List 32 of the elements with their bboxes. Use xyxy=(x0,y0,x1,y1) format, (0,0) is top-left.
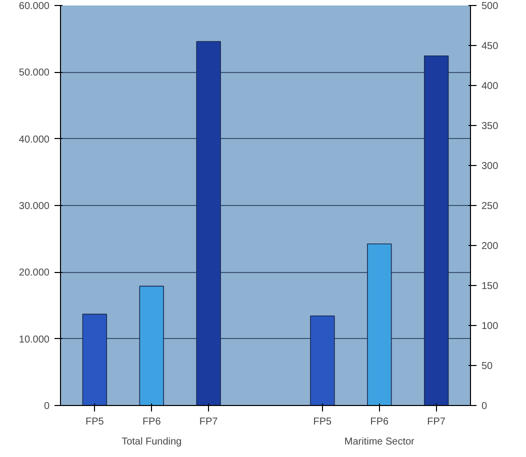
y-tick-label: 10.000 xyxy=(18,334,50,346)
y2-tick-label: 300 xyxy=(482,161,499,172)
bar xyxy=(82,314,108,406)
y2-tick-label: 450 xyxy=(482,41,499,52)
x-tick-label: FP6 xyxy=(142,416,162,428)
x-tick-label: FP5 xyxy=(85,416,104,428)
y-tick-label: 40.000 xyxy=(18,134,50,146)
bar xyxy=(139,286,164,406)
bar xyxy=(196,41,221,406)
bar xyxy=(424,56,449,406)
text: Maritime Sector xyxy=(344,436,416,448)
y-tick-label: 20.000 xyxy=(18,268,50,279)
bar xyxy=(310,316,335,406)
x-tick-label: FP6 xyxy=(370,416,389,428)
y-tick-label: 30.000 xyxy=(18,201,50,212)
bar xyxy=(367,244,392,406)
y-tick-label: 50.000 xyxy=(18,68,50,79)
x-tick-label: FP5 xyxy=(313,416,332,428)
y2-tick-label: 100 xyxy=(482,321,499,332)
y2-tick-label: 350 xyxy=(482,121,499,132)
y2-tick-label: 0 xyxy=(482,401,488,412)
y2-tick-label: 400 xyxy=(482,81,499,92)
text: Total Funding xyxy=(122,436,182,448)
y2-tick-label: 500 xyxy=(482,1,499,12)
x-tick-label: FP7 xyxy=(427,416,446,428)
y2-tick-label: 50 xyxy=(482,361,494,372)
y2-tick-label: 150 xyxy=(482,281,499,292)
y-tick-label: 0 xyxy=(44,401,50,412)
x-tick-label: FP7 xyxy=(199,416,218,428)
y2-tick-label: 250 xyxy=(482,201,499,212)
y-tick-label: 60.000 xyxy=(18,1,50,12)
y2-tick-label: 200 xyxy=(482,241,499,252)
